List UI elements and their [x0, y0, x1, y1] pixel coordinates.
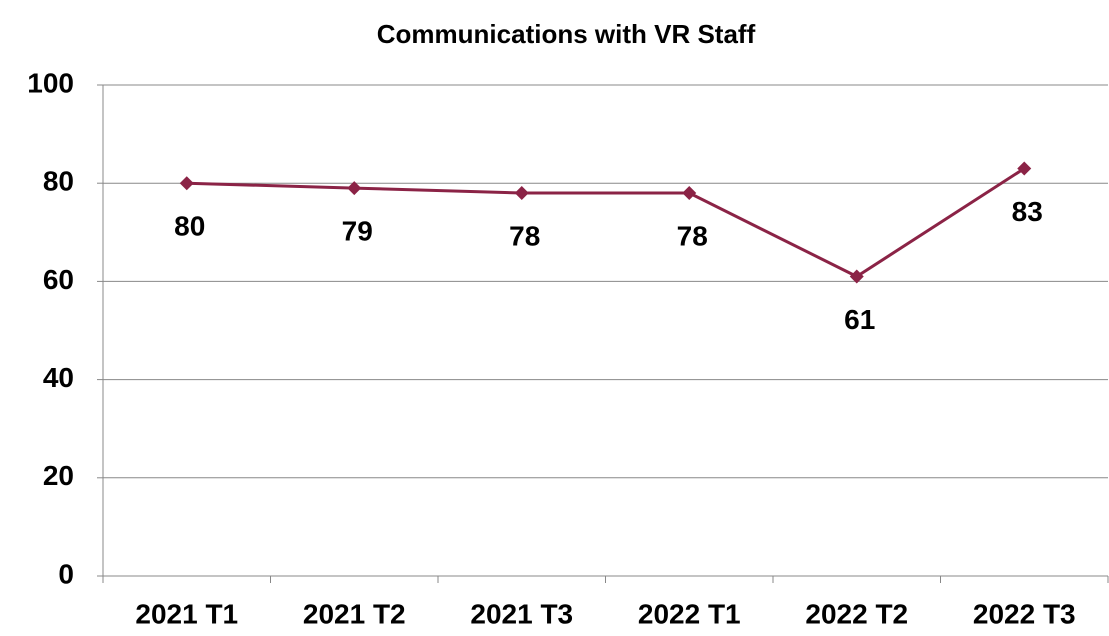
data-label: 79	[342, 216, 373, 247]
y-tick-label: 80	[43, 166, 74, 197]
data-label: 78	[509, 220, 540, 251]
y-tick-label: 100	[27, 67, 74, 98]
x-tick-label: 2022 T3	[973, 598, 1076, 629]
data-label: 83	[1012, 196, 1043, 227]
chart-title: Communications with VR Staff	[377, 19, 756, 49]
x-tick-label: 2021 T2	[303, 598, 406, 629]
x-tick-label: 2022 T2	[805, 598, 908, 629]
x-tick-label: 2021 T3	[470, 598, 573, 629]
x-tick-label: 2022 T1	[638, 598, 741, 629]
marker	[682, 186, 697, 201]
line	[186, 167, 1026, 279]
x-tick-label: 2021 T1	[135, 598, 238, 629]
y-tick-label: 60	[43, 264, 74, 295]
marker	[179, 176, 194, 191]
marker	[849, 269, 864, 284]
marker	[514, 186, 529, 201]
data-label: 78	[677, 220, 708, 251]
data-label: 61	[844, 304, 875, 335]
data-label: 80	[174, 211, 205, 242]
y-tick-label: 40	[43, 362, 74, 393]
y-tick-label: 20	[43, 460, 74, 491]
y-tick-label: 0	[58, 558, 74, 589]
marker	[1017, 161, 1032, 176]
marker	[347, 181, 362, 196]
